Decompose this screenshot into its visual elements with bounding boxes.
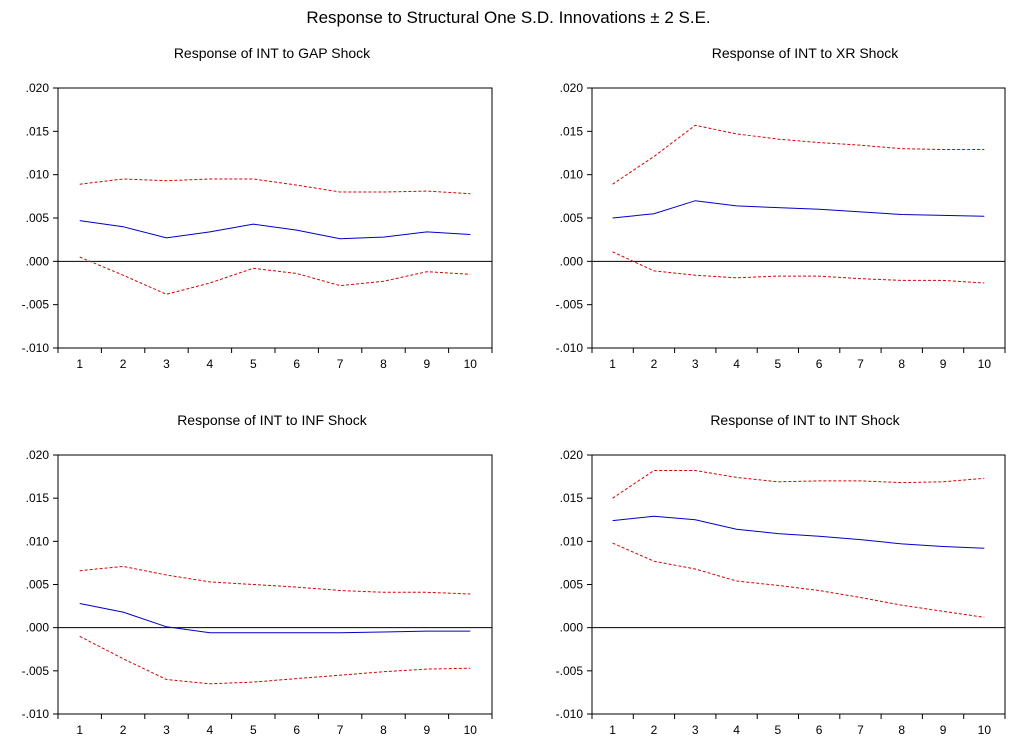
x-tick-label: 3 xyxy=(163,357,170,371)
x-tick-label: 10 xyxy=(978,723,992,736)
x-tick-label: 4 xyxy=(207,357,214,371)
x-tick-label: 3 xyxy=(692,357,699,371)
y-tick-label: .005 xyxy=(560,578,584,592)
y-tick-label: .010 xyxy=(26,534,50,548)
lower-band-line xyxy=(612,251,985,284)
plot-frame xyxy=(57,454,493,715)
x-tick-label: 3 xyxy=(163,723,170,736)
x-tick-label: 7 xyxy=(337,357,344,371)
x-tick-label: 9 xyxy=(940,357,947,371)
chart-title: Response of INT to INF Shock xyxy=(177,412,368,428)
y-tick-label: .020 xyxy=(560,448,584,462)
x-tick-label: 9 xyxy=(424,723,431,736)
x-tick-label: 6 xyxy=(816,357,823,371)
y-tick-label: -.010 xyxy=(556,707,584,721)
y-tick-label: .010 xyxy=(560,534,584,548)
y-tick-label: .000 xyxy=(26,254,50,268)
y-tick-label: .000 xyxy=(560,621,584,635)
plot-frame xyxy=(57,87,493,349)
y-tick-label: .000 xyxy=(560,254,584,268)
response-line xyxy=(612,515,985,549)
x-tick-label: 4 xyxy=(733,723,740,736)
response-line xyxy=(79,220,471,240)
x-tick-label: 10 xyxy=(464,357,478,371)
x-tick-label: 4 xyxy=(733,357,740,371)
response-line xyxy=(612,200,985,219)
chart-title: Response of INT to GAP Shock xyxy=(174,45,371,61)
y-tick-label: .005 xyxy=(26,211,50,225)
upper-band-line xyxy=(612,124,985,185)
x-tick-label: 6 xyxy=(816,723,823,736)
y-tick-label: .020 xyxy=(560,81,584,95)
x-tick-label: 6 xyxy=(293,723,300,736)
y-tick-label: -.010 xyxy=(22,707,50,721)
x-tick-label: 10 xyxy=(978,357,992,371)
y-tick-label: .015 xyxy=(26,491,50,505)
x-tick-label: 2 xyxy=(120,357,127,371)
y-tick-label: -.005 xyxy=(22,664,50,678)
x-tick-label: 9 xyxy=(940,723,947,736)
x-tick-label: 5 xyxy=(775,357,782,371)
x-tick-label: 9 xyxy=(424,357,431,371)
figure-title: Response to Structural One S.D. Innovati… xyxy=(306,8,711,27)
y-tick-label: .005 xyxy=(26,578,50,592)
y-tick-label: -.010 xyxy=(556,341,584,355)
x-tick-label: 8 xyxy=(380,357,387,371)
x-tick-label: 8 xyxy=(380,723,387,736)
plot-frame xyxy=(591,87,1006,349)
x-tick-label: 5 xyxy=(775,723,782,736)
y-tick-label: -.005 xyxy=(22,298,50,312)
y-tick-label: .015 xyxy=(26,124,50,138)
x-tick-label: 3 xyxy=(692,723,699,736)
y-tick-label: -.005 xyxy=(556,298,584,312)
x-tick-label: 1 xyxy=(76,723,83,736)
x-tick-label: 7 xyxy=(337,723,344,736)
upper-band-line xyxy=(612,470,985,499)
x-tick-label: 5 xyxy=(250,723,257,736)
x-tick-label: 2 xyxy=(651,357,658,371)
x-tick-label: 1 xyxy=(76,357,83,371)
y-tick-label: -.010 xyxy=(22,341,50,355)
plot-frame xyxy=(591,454,1006,715)
x-tick-label: 2 xyxy=(120,723,127,736)
x-tick-label: 2 xyxy=(651,723,658,736)
x-tick-label: 8 xyxy=(898,357,905,371)
x-tick-label: 10 xyxy=(464,723,478,736)
upper-band-line xyxy=(79,178,471,195)
lower-band-line xyxy=(79,256,471,295)
y-tick-label: .005 xyxy=(560,211,584,225)
y-tick-label: .010 xyxy=(560,168,584,182)
y-tick-label: .015 xyxy=(560,491,584,505)
x-tick-label: 4 xyxy=(207,723,214,736)
chart-title: Response of INT to XR Shock xyxy=(712,45,899,61)
upper-band-line xyxy=(79,565,471,595)
response-line xyxy=(79,603,471,634)
x-tick-label: 1 xyxy=(609,357,616,371)
y-tick-label: -.005 xyxy=(556,664,584,678)
lower-band-line xyxy=(79,635,471,685)
y-tick-label: .000 xyxy=(26,621,50,635)
x-tick-label: 1 xyxy=(609,723,616,736)
y-tick-label: .020 xyxy=(26,448,50,462)
y-tick-label: .020 xyxy=(26,81,50,95)
y-tick-label: .015 xyxy=(560,124,584,138)
x-tick-label: 7 xyxy=(857,357,864,371)
x-tick-label: 6 xyxy=(293,357,300,371)
x-tick-label: 7 xyxy=(857,723,864,736)
chart-title: Response of INT to INT Shock xyxy=(710,412,900,428)
x-tick-label: 5 xyxy=(250,357,257,371)
lower-band-line xyxy=(612,542,985,618)
y-tick-label: .010 xyxy=(26,168,50,182)
x-tick-label: 8 xyxy=(898,723,905,736)
